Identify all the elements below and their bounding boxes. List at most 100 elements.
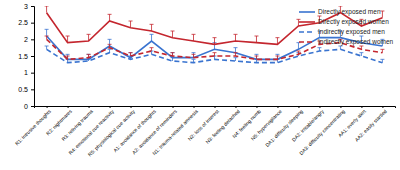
error-cap <box>87 34 91 35</box>
error-bar <box>380 11 384 18</box>
error-bar <box>150 48 154 51</box>
error-cap <box>45 6 49 7</box>
error-cap <box>213 52 217 53</box>
error-cap <box>338 6 342 7</box>
error-stem <box>235 58 236 61</box>
x-tick-label: DA1: difficulty sleeping <box>264 108 304 148</box>
error-cap <box>192 52 196 53</box>
y-tick: 3 <box>24 3 34 10</box>
error-cap <box>150 24 154 25</box>
plot: 0 0.5 1 1.5 2 2.5 3 R1: intrusive thoughtsR2: n… <box>14 3 396 158</box>
error-stem <box>46 36 47 39</box>
y-tick-mark <box>31 73 34 74</box>
error-cap <box>359 36 363 37</box>
error-cap <box>296 51 300 52</box>
y-tick: 0.5 <box>18 86 34 93</box>
y-tick: 2 <box>24 36 34 43</box>
x-axis: R1: intrusive thoughtsR2: nightmaresR3: … <box>14 106 396 158</box>
error-cap <box>233 47 237 48</box>
error-stem <box>256 36 257 43</box>
y-axis: 0 0.5 1 1.5 2 2.5 3 <box>18 3 34 110</box>
error-cap <box>275 56 279 57</box>
error-cap <box>213 37 217 38</box>
error-bar <box>254 36 258 43</box>
error-stem <box>193 34 194 41</box>
error-stem <box>214 38 215 45</box>
error-bar <box>45 29 49 36</box>
error-cap <box>254 56 258 57</box>
error-cap <box>129 52 133 53</box>
error-stem <box>109 14 110 21</box>
error-cap <box>380 11 384 12</box>
x-tick: DA1: difficulty sleeping <box>264 106 304 148</box>
error-cap <box>192 59 196 60</box>
error-cap <box>254 36 258 37</box>
error-stem <box>172 58 173 61</box>
error-stem <box>235 34 236 41</box>
y-axis-line <box>31 7 35 107</box>
error-cap <box>317 47 321 48</box>
chart: 0 0.5 1 1.5 2 2.5 3 R1: intrusive thoughtsR2: n… <box>0 0 400 170</box>
y-tick: 1 <box>24 69 34 76</box>
error-cap <box>171 57 175 58</box>
error-cap <box>380 59 384 60</box>
error-cap <box>359 52 363 53</box>
error-cap <box>296 19 300 20</box>
error-cap <box>66 54 70 55</box>
error-cap <box>45 29 49 30</box>
y-tick-mark <box>31 39 34 40</box>
error-bar <box>45 46 49 49</box>
y-tick-mark <box>31 106 34 107</box>
y-tick: 2.5 <box>18 19 34 26</box>
error-cap <box>87 54 91 55</box>
error-bar <box>108 14 112 21</box>
legend-swatch <box>299 31 315 33</box>
legend-swatch <box>299 41 315 43</box>
error-cap <box>192 54 196 55</box>
error-cap <box>150 34 154 35</box>
y-tick: 1.5 <box>18 53 34 60</box>
error-cap <box>171 52 175 53</box>
y-tick-label: 2 <box>24 36 28 43</box>
y-tick-label: 0.5 <box>18 86 28 93</box>
error-cap <box>129 52 133 53</box>
y-tick-mark <box>31 6 34 7</box>
error-cap <box>87 54 91 55</box>
error-cap <box>338 46 342 47</box>
legend-label: Indirectly exposed men <box>318 28 385 36</box>
error-stem <box>46 29 47 36</box>
error-stem <box>151 24 152 31</box>
error-stem <box>46 6 47 13</box>
legend-label: Directly exposed women <box>318 18 389 26</box>
error-cap <box>359 46 363 47</box>
y-tick: 0 <box>24 103 34 110</box>
error-cap <box>171 31 175 32</box>
y-tick-label: 0 <box>24 103 28 110</box>
error-bar <box>45 36 49 39</box>
y-tick-label: 1 <box>24 69 28 76</box>
error-bar <box>45 6 49 13</box>
legend-swatch <box>299 21 315 23</box>
error-cap <box>275 54 279 55</box>
error-cap <box>233 52 237 53</box>
error-cap <box>380 49 384 50</box>
error-cap <box>275 37 279 38</box>
error-stem <box>361 53 362 56</box>
error-stem <box>256 56 257 59</box>
legend-label: Directly exposed men <box>318 8 381 16</box>
y-tick-mark <box>31 23 34 24</box>
error-stem <box>130 21 131 28</box>
y-tick-mark <box>31 89 34 90</box>
error-cap <box>254 54 258 55</box>
x-tick-label: R1: intrusive thoughts <box>14 108 53 147</box>
marks <box>45 6 385 63</box>
error-bar <box>233 34 237 41</box>
error-stem <box>172 31 173 38</box>
y-tick-label: 3 <box>24 3 28 10</box>
error-cap <box>66 56 70 57</box>
error-cap <box>108 39 112 40</box>
error-cap <box>45 36 49 37</box>
error-cap <box>45 46 49 47</box>
x-tick: R1: intrusive thoughts <box>14 106 53 147</box>
error-cap <box>66 36 70 37</box>
